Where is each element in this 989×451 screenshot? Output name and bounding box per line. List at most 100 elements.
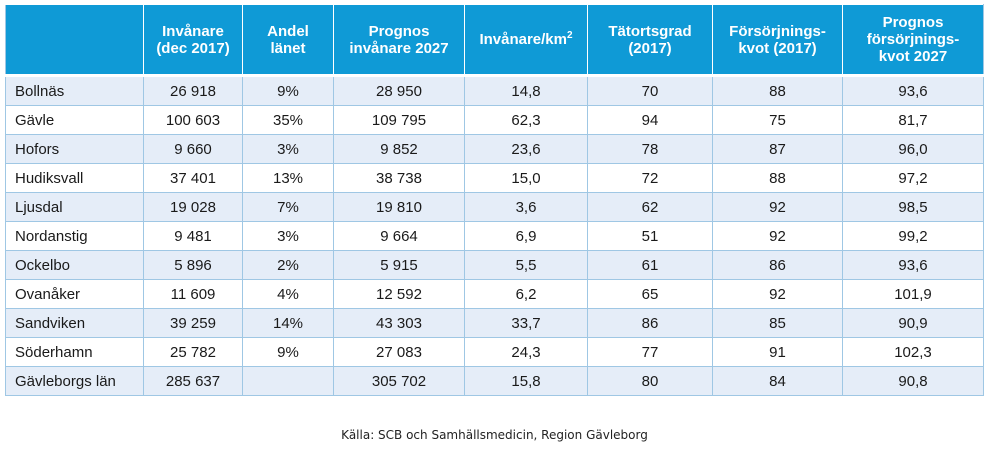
cell-forecast-dependency: 99,2 (842, 221, 984, 251)
cell-density: 14,8 (464, 75, 588, 106)
table-row: Gävleborgs län 285 637 305 702 15,8 80 84 90,8 (5, 366, 984, 396)
cell-density: 23,6 (464, 134, 588, 164)
cell-urbanization: 61 (587, 250, 713, 280)
cell-municipality: Hudiksvall (5, 163, 144, 193)
cell-density: 15,8 (464, 366, 588, 396)
cell-forecast-population: 19 810 (333, 192, 465, 222)
cell-population: 285 637 (143, 366, 243, 396)
cell-share (242, 366, 334, 396)
cell-forecast-population: 305 702 (333, 366, 465, 396)
cell-urbanization: 78 (587, 134, 713, 164)
cell-forecast-population: 38 738 (333, 163, 465, 193)
header-population: Invånare (dec 2017) (143, 4, 243, 77)
cell-density: 6,9 (464, 221, 588, 251)
table-body: Bollnäs 26 918 9% 28 950 14,8 70 88 93,6 Gävle 10… (5, 75, 984, 396)
cell-share: 2% (242, 250, 334, 280)
header-municipality (5, 4, 144, 77)
cell-density: 33,7 (464, 308, 588, 338)
cell-forecast-dependency: 93,6 (842, 75, 984, 106)
cell-population: 5 896 (143, 250, 243, 280)
cell-dependency-ratio: 91 (712, 337, 843, 367)
cell-share: 3% (242, 221, 334, 251)
cell-population: 9 660 (143, 134, 243, 164)
cell-forecast-dependency: 90,9 (842, 308, 984, 338)
cell-forecast-population: 27 083 (333, 337, 465, 367)
cell-dependency-ratio: 88 (712, 163, 843, 193)
population-table: Invånare (dec 2017) Andel länet Prognos inv… (5, 4, 984, 396)
table-row: Ljusdal 19 028 7% 19 810 3,6 62 92 98,5 (5, 192, 984, 222)
cell-municipality: Hofors (5, 134, 144, 164)
header-forecast-dependency: Prognos försörjnings-kvot 2027 (842, 4, 984, 77)
cell-urbanization: 77 (587, 337, 713, 367)
header-row: Invånare (dec 2017) Andel länet Prognos inv… (5, 4, 984, 77)
cell-forecast-population: 28 950 (333, 75, 465, 106)
table-row: Söderhamn 25 782 9% 27 083 24,3 77 91 102,3 (5, 337, 984, 367)
header-forecast-population: Prognos invånare 2027 (333, 4, 465, 77)
cell-forecast-dependency: 96,0 (842, 134, 984, 164)
cell-population: 9 481 (143, 221, 243, 251)
header-urbanization: Tätortsgrad (2017) (587, 4, 713, 77)
cell-population: 19 028 (143, 192, 243, 222)
cell-forecast-dependency: 81,7 (842, 105, 984, 135)
cell-municipality: Söderhamn (5, 337, 144, 367)
cell-density: 62,3 (464, 105, 588, 135)
cell-density: 5,5 (464, 250, 588, 280)
cell-dependency-ratio: 87 (712, 134, 843, 164)
cell-forecast-dependency: 97,2 (842, 163, 984, 193)
cell-density: 24,3 (464, 337, 588, 367)
cell-urbanization: 86 (587, 308, 713, 338)
cell-forecast-population: 12 592 (333, 279, 465, 309)
cell-share: 14% (242, 308, 334, 338)
cell-population: 25 782 (143, 337, 243, 367)
cell-dependency-ratio: 92 (712, 192, 843, 222)
cell-forecast-population: 109 795 (333, 105, 465, 135)
cell-urbanization: 62 (587, 192, 713, 222)
cell-share: 3% (242, 134, 334, 164)
cell-forecast-population: 43 303 (333, 308, 465, 338)
cell-municipality: Ovanåker (5, 279, 144, 309)
cell-population: 11 609 (143, 279, 243, 309)
cell-municipality: Gävle (5, 105, 144, 135)
source-note: Källa: SCB och Samhällsmedicin, Region G… (341, 428, 648, 442)
cell-municipality: Gävleborgs län (5, 366, 144, 396)
cell-forecast-dependency: 98,5 (842, 192, 984, 222)
cell-forecast-population: 9 852 (333, 134, 465, 164)
table-row: Gävle 100 603 35% 109 795 62,3 94 75 81,7 (5, 105, 984, 135)
cell-dependency-ratio: 92 (712, 221, 843, 251)
cell-share: 9% (242, 75, 334, 106)
cell-municipality: Bollnäs (5, 75, 144, 106)
cell-urbanization: 72 (587, 163, 713, 193)
cell-dependency-ratio: 88 (712, 75, 843, 106)
cell-share: 4% (242, 279, 334, 309)
cell-share: 13% (242, 163, 334, 193)
table-row: Bollnäs 26 918 9% 28 950 14,8 70 88 93,6 (5, 75, 984, 106)
cell-share: 35% (242, 105, 334, 135)
cell-forecast-dependency: 90,8 (842, 366, 984, 396)
cell-urbanization: 65 (587, 279, 713, 309)
cell-forecast-dependency: 102,3 (842, 337, 984, 367)
cell-population: 26 918 (143, 75, 243, 106)
table-row: Nordanstig 9 481 3% 9 664 6,9 51 92 99,2 (5, 221, 984, 251)
cell-municipality: Ljusdal (5, 192, 144, 222)
table-row: Sandviken 39 259 14% 43 303 33,7 86 85 90,9 (5, 308, 984, 338)
cell-population: 37 401 (143, 163, 243, 193)
table-row: Hofors 9 660 3% 9 852 23,6 78 87 96,0 (5, 134, 984, 164)
cell-share: 9% (242, 337, 334, 367)
cell-population: 39 259 (143, 308, 243, 338)
cell-urbanization: 51 (587, 221, 713, 251)
cell-forecast-population: 5 915 (333, 250, 465, 280)
cell-density: 6,2 (464, 279, 588, 309)
cell-forecast-dependency: 93,6 (842, 250, 984, 280)
cell-municipality: Nordanstig (5, 221, 144, 251)
cell-municipality: Sandviken (5, 308, 144, 338)
table-row: Ockelbo 5 896 2% 5 915 5,5 61 86 93,6 (5, 250, 984, 280)
table-row: Hudiksvall 37 401 13% 38 738 15,0 72 88 97,2 (5, 163, 984, 193)
cell-dependency-ratio: 84 (712, 366, 843, 396)
cell-share: 7% (242, 192, 334, 222)
cell-forecast-dependency: 101,9 (842, 279, 984, 309)
cell-density: 3,6 (464, 192, 588, 222)
cell-dependency-ratio: 75 (712, 105, 843, 135)
cell-forecast-population: 9 664 (333, 221, 465, 251)
cell-dependency-ratio: 92 (712, 279, 843, 309)
